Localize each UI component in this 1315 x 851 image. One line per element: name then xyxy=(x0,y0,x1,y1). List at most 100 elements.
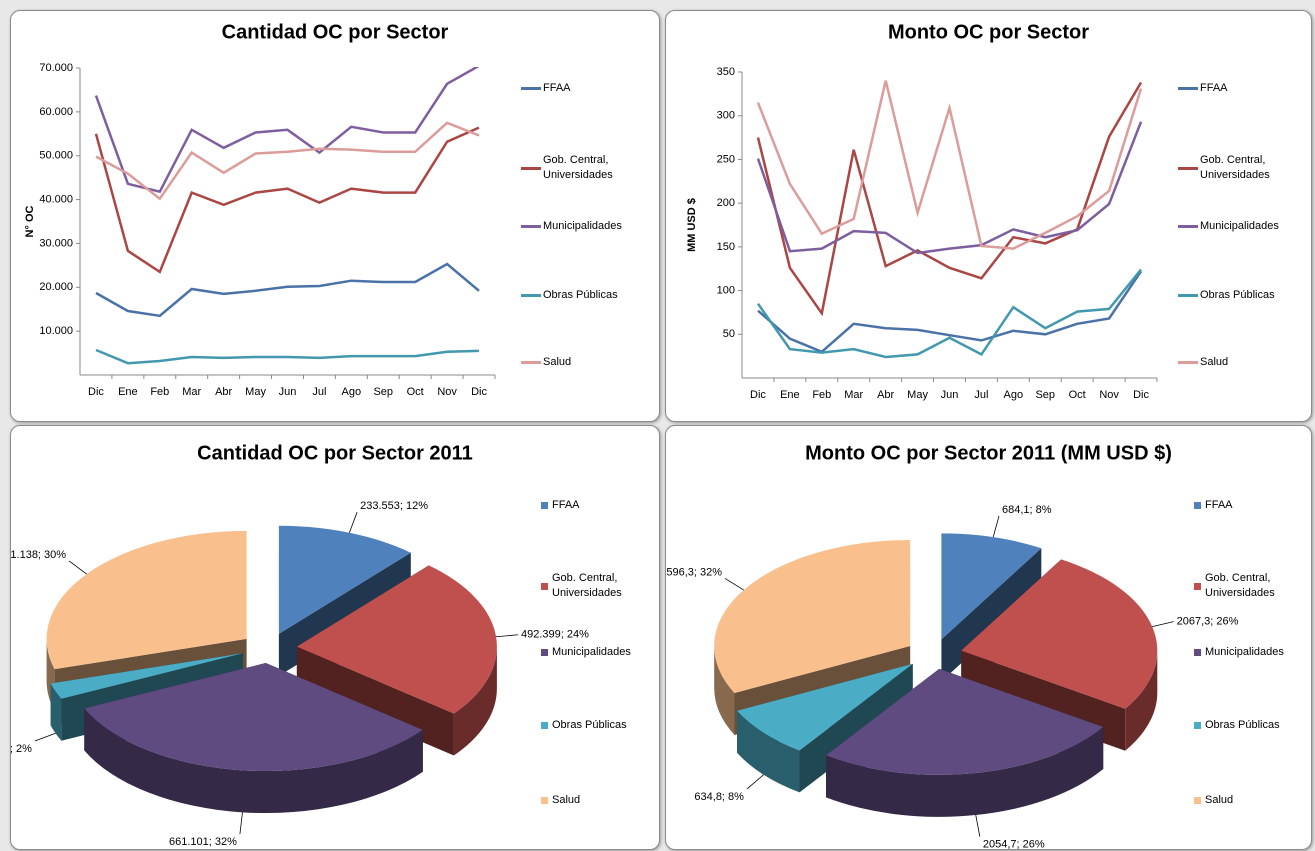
legend-item: FFAA xyxy=(1178,81,1308,96)
legend-item: Gob. Central, Universidades xyxy=(1178,153,1308,183)
data-label: 661.101; 32% xyxy=(169,836,237,848)
legend-label: Salud xyxy=(1205,794,1234,806)
x-tick-label: Nov xyxy=(1099,389,1119,401)
legend-swatch xyxy=(541,722,548,729)
slice-side xyxy=(737,710,800,793)
y-tick-label: 250 xyxy=(717,153,735,165)
legend-swatch xyxy=(1194,582,1201,590)
y-tick-label: 20.000 xyxy=(39,281,73,293)
slices xyxy=(714,533,1158,817)
legend-swatch xyxy=(1194,649,1201,656)
x-tick-label: Sep xyxy=(1035,389,1055,401)
series-line xyxy=(95,121,480,201)
x-tick-label: Feb xyxy=(150,386,169,398)
slice xyxy=(826,668,1104,775)
legend-item: FFAA xyxy=(521,81,651,96)
data-label: 2054,7; 26% xyxy=(983,839,1045,849)
slice-side xyxy=(453,646,497,756)
y-tick-label: 40.000 xyxy=(39,193,73,205)
slice xyxy=(714,540,911,693)
x-tick-label: Mar xyxy=(844,389,863,401)
legend-item: FFAA xyxy=(1194,498,1311,513)
legend-label: Salud xyxy=(543,356,572,368)
legend-swatch xyxy=(521,87,541,90)
y-tick-label: 70.000 xyxy=(39,62,73,74)
legend-swatch xyxy=(1194,502,1201,509)
data-label: 492.399; 24% xyxy=(521,629,589,641)
legend-item: FFAA xyxy=(541,498,659,513)
legend-label: Municipalidades xyxy=(1205,646,1284,658)
legend-swatch xyxy=(1178,166,1198,170)
x-tick-label: Feb xyxy=(812,389,831,401)
chart: Cantidad OC por Sector 2011 233.553; 12% 4… xyxy=(11,442,589,848)
series-line xyxy=(756,268,1142,359)
legend-label: Obras Públicas xyxy=(1205,719,1280,731)
y-tick-label: 300 xyxy=(717,110,735,122)
legend-swatch xyxy=(521,166,541,170)
y-tick-label: 100 xyxy=(717,284,735,296)
legend-swatch xyxy=(1178,361,1198,364)
x-tick-label: Abr xyxy=(215,386,232,398)
slice xyxy=(278,525,411,634)
y-tick-label: 10.000 xyxy=(39,325,73,337)
legend-swatch xyxy=(1178,87,1198,90)
x-tick-label: Ene xyxy=(118,386,138,398)
x-tick-label: Ago xyxy=(1004,389,1024,401)
legend-label: Gob. Central, Universidades xyxy=(1205,572,1275,599)
y-axis-label: MM USD $ xyxy=(686,198,698,252)
leader-line xyxy=(68,560,87,575)
legend-item: Municipalidades xyxy=(541,645,659,660)
slice xyxy=(737,663,913,751)
chart: Cantidad OC por Sector 10.000 20.000 30.000… xyxy=(24,21,496,398)
panel: Cantidad OC por Sector 10.000 20.000 30.000… xyxy=(10,10,660,422)
chart-title: Cantidad OC por Sector 2011 xyxy=(197,442,473,464)
legend-label: Municipalidades xyxy=(552,646,631,658)
x-tick-label: Oct xyxy=(407,386,424,398)
legend-label: Gob. Central, Universidades xyxy=(543,154,613,181)
leader-line xyxy=(239,812,243,835)
slice xyxy=(296,565,497,714)
slice-side xyxy=(50,683,62,741)
legend-item: Municipalidades xyxy=(1178,219,1308,234)
legend-item: Obras Públicas xyxy=(521,288,651,303)
x-tick-label: Dic xyxy=(88,386,104,398)
panel: Monto OC por Sector 2011 (MM USD $) 684,1… xyxy=(665,425,1312,850)
leader-line xyxy=(746,774,764,790)
chart: Monto OC por Sector 2011 (MM USD $) 684,1… xyxy=(666,442,1239,849)
legend-swatch xyxy=(521,225,541,228)
series-line xyxy=(756,81,1143,317)
data-label: 2067,3; 26% xyxy=(1177,616,1239,628)
y-axis-label: N° OC xyxy=(24,205,36,237)
leader-line xyxy=(348,512,358,533)
x-tick-label: Dic xyxy=(471,386,487,398)
leader-line xyxy=(496,634,518,638)
y-tick-label: 150 xyxy=(717,241,735,253)
panel: Cantidad OC por Sector 2011 233.553; 12% 4… xyxy=(10,425,660,850)
slice-side xyxy=(714,646,735,735)
x-tick-label: Oct xyxy=(1069,389,1086,401)
legend-swatch xyxy=(541,797,548,804)
slice xyxy=(50,653,243,699)
legend-item: Salud xyxy=(521,355,651,370)
legend-swatch xyxy=(541,582,548,590)
legend-label: FFAA xyxy=(1200,82,1228,94)
legend-item: Salud xyxy=(541,793,659,808)
x-tick-label: Dic xyxy=(1133,389,1149,401)
legend-item: Obras Públicas xyxy=(1178,288,1308,303)
panel: Monto OC por Sector 50 100 150 200 250 300 350 D… xyxy=(665,10,1312,422)
legend-item: Obras Públicas xyxy=(1194,718,1311,733)
legend-label: Municipalidades xyxy=(543,220,622,232)
x-tick-label: Sep xyxy=(373,386,393,398)
legend-label: FFAA xyxy=(543,82,571,94)
y-tick-label: 200 xyxy=(717,197,735,209)
legend-label: Salud xyxy=(1200,356,1229,368)
x-tick-label: Mar xyxy=(182,386,201,398)
legend-item: Gob. Central, Universidades xyxy=(541,571,659,601)
chart: Monto OC por Sector 50 100 150 200 250 300 350 D… xyxy=(686,21,1158,401)
series-line xyxy=(756,80,1143,250)
chart-title: Monto OC por Sector xyxy=(888,21,1089,43)
data-label: 684,1; 8% xyxy=(1002,504,1052,516)
data-label: 601.138; 30% xyxy=(11,549,66,561)
series-line xyxy=(95,262,480,318)
